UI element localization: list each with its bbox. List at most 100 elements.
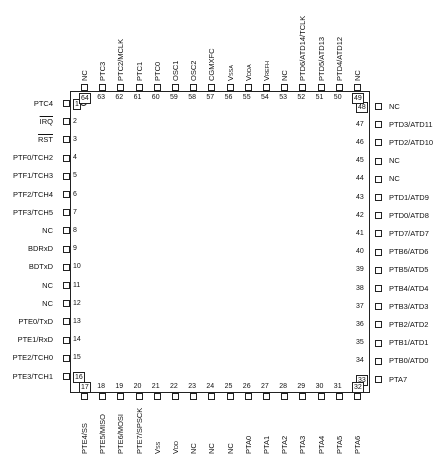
pin-label-44: NC [389, 174, 400, 184]
pad-right-35 [375, 339, 382, 347]
pin-label-10: BDTxD [28, 262, 53, 272]
pin-label-4: PTF0/TCH2 [12, 153, 53, 163]
pin-number-10: 10 [73, 263, 81, 271]
pin-number-20: 20 [133, 383, 142, 390]
pad-left-7 [63, 209, 70, 217]
pad-right-41 [375, 230, 382, 238]
pin-number-8: 8 [73, 226, 77, 234]
pin-number-9: 9 [73, 245, 77, 253]
pin-label-27: PTA1 [262, 435, 271, 454]
pin-number-49: 49 [352, 93, 364, 104]
pad-right-37 [375, 303, 382, 311]
pad-top-64 [81, 84, 88, 91]
pad-right-48 [375, 103, 382, 110]
pad-top-52 [299, 84, 307, 91]
pin-label-29: PTA3 [298, 435, 308, 454]
pin-number-25: 25 [224, 383, 233, 390]
pad-right-36 [375, 321, 382, 329]
pin-label-20: PTE7/SPSCK [134, 407, 144, 454]
pin-label-40: PTB6/ATD6 [389, 247, 429, 257]
pin-number-2: 2 [73, 117, 77, 125]
pin-label-15: PTE2/TCH0 [12, 353, 53, 363]
pad-right-40 [375, 248, 382, 256]
pin-label-47: PTD3/ATD11 [389, 119, 433, 129]
pin-number-4: 4 [73, 154, 77, 162]
pad-right-34 [375, 357, 382, 365]
pin-label-48: NC [389, 101, 400, 111]
pin-number-21: 21 [151, 383, 160, 390]
pin-number-37: 37 [356, 302, 364, 310]
pin-label-24: NC [207, 443, 217, 454]
pad-top-60 [153, 84, 161, 91]
pin-number-22: 22 [170, 383, 178, 390]
pin-label-25: NC [225, 443, 235, 454]
pad-right-45 [375, 157, 382, 165]
pad-bottom-18 [99, 393, 107, 400]
pin-number-55: 55 [242, 94, 251, 101]
pad-left-16 [63, 373, 70, 380]
pad-bottom-30 [317, 393, 325, 400]
pad-top-63 [99, 84, 107, 91]
pad-bottom-31 [335, 393, 343, 400]
pin-number-47: 47 [356, 120, 364, 128]
pad-top-53 [281, 84, 289, 91]
pin-label-11: NC [42, 280, 53, 290]
pin-number-53: 53 [279, 94, 287, 101]
pin-label-55: VDDA [243, 64, 253, 81]
pad-left-11 [63, 282, 70, 289]
pin-number-62: 62 [115, 94, 124, 101]
pin-number-19: 19 [115, 383, 124, 390]
pin-label-60: PTC0 [152, 61, 162, 81]
pin-label-19: PTE6/MOSI [116, 413, 126, 454]
pin-label-58: OSC2 [189, 60, 199, 81]
pin-label-32: PTA6 [353, 435, 362, 454]
pin-number-17: 17 [79, 382, 91, 393]
pad-top-62 [117, 84, 125, 91]
pin-number-26: 26 [242, 383, 251, 390]
pin-label-49: NC [353, 70, 362, 81]
pin-number-32: 32 [352, 382, 364, 393]
pin-label-1: PTC4 [33, 98, 53, 108]
pin-number-39: 39 [356, 266, 364, 274]
pin-number-15: 15 [73, 354, 81, 362]
pin-number-58: 58 [188, 94, 196, 101]
pad-bottom-25 [226, 393, 234, 400]
pad-top-57 [208, 84, 216, 91]
pin-label-33: PTA7 [389, 374, 408, 384]
pin-label-8: NC [42, 225, 53, 235]
pad-top-54 [263, 84, 270, 91]
pin-label-13: PTE0/TxD [18, 316, 53, 326]
pad-left-9 [63, 245, 70, 253]
pad-bottom-21 [153, 393, 161, 400]
pin-label-6: PTF2/TCH4 [12, 189, 53, 199]
pad-bottom-32 [354, 393, 361, 400]
pin-label-31: PTA5 [334, 435, 344, 454]
pin-label-21: VSS [152, 441, 162, 454]
pad-bottom-27 [263, 393, 270, 400]
pad-left-14 [63, 336, 70, 344]
pin-label-30: PTA4 [316, 435, 326, 454]
pin-label-64: NC [80, 70, 89, 81]
pin-number-64: 64 [79, 93, 91, 104]
pin-label-43: PTD1/ATD9 [389, 192, 429, 202]
pin-number-1: 1 [73, 98, 81, 110]
pin-number-41: 41 [356, 229, 364, 237]
pin-label-62: PTC2/MCLK [116, 38, 126, 81]
pad-left-10 [63, 263, 70, 271]
pad-bottom-24 [208, 393, 216, 400]
pin-label-42: PTD0/ATD8 [389, 210, 429, 220]
pin-label-57: CGMXFC [207, 48, 217, 82]
pin-number-28: 28 [279, 383, 287, 390]
pad-left-15 [63, 354, 70, 362]
pin-number-51: 51 [315, 94, 324, 101]
pin-label-52: PTD6/ATD14/TCLK [298, 15, 308, 81]
pin-label-45: NC [389, 156, 400, 166]
pin-number-40: 40 [356, 248, 364, 256]
pin-number-27: 27 [261, 383, 269, 390]
pad-right-38 [375, 285, 382, 292]
pin-number-50: 50 [333, 94, 342, 101]
pin-label-46: PTD2/ATD10 [389, 137, 434, 147]
pin-label-9: BDRxD [27, 244, 53, 254]
pad-bottom-28 [281, 393, 289, 400]
pad-left-2 [63, 118, 70, 126]
